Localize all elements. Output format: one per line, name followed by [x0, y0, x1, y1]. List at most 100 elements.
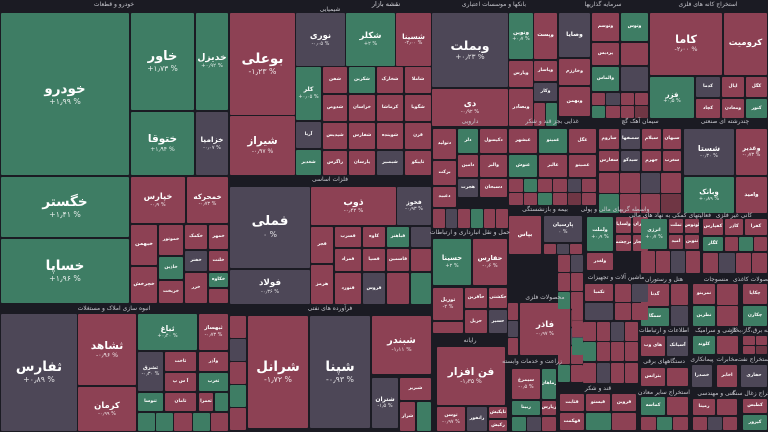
mini-stock-tile[interactable]: [661, 193, 681, 213]
stock-tile[interactable]: چکاپا: [743, 284, 767, 304]
stock-tile[interactable]: رانفور: [467, 407, 487, 431]
mini-stock-tile[interactable]: [693, 417, 707, 430]
stock-tile[interactable]: بوعلی -۱٫۲۳ %: [230, 13, 295, 115]
mini-stock-tile[interactable]: [544, 244, 556, 254]
mini-stock-tile[interactable]: [230, 339, 246, 361]
stock-tile[interactable]: شپنا -۰٫۹۳ %: [310, 316, 370, 428]
stock-tile[interactable]: کگل: [746, 77, 767, 97]
stock-tile[interactable]: شوینده: [377, 123, 403, 149]
stock-tile[interactable]: خکمک: [185, 225, 207, 249]
mini-stock-tile[interactable]: [671, 284, 688, 305]
stock-tile[interactable]: دلر: [458, 129, 478, 153]
mini-stock-tile[interactable]: [755, 345, 767, 354]
stock-tile[interactable]: ثاخت: [165, 352, 196, 371]
mini-stock-tile[interactable]: [411, 227, 431, 247]
stock-tile[interactable]: قیستو: [586, 394, 610, 411]
stock-tile[interactable]: غگل: [569, 129, 596, 153]
stock-tile[interactable]: وبملت +۰٫۲۳ %: [432, 13, 508, 87]
stock-tile[interactable]: بپاس: [509, 216, 541, 254]
stock-tile[interactable]: خاذین: [159, 257, 183, 279]
mini-stock-tile[interactable]: [553, 192, 567, 205]
stock-tile[interactable]: وبانک +۰٫۸۹ %: [684, 177, 734, 213]
stock-tile[interactable]: شیراز -۰٫۹۷ %: [230, 116, 295, 175]
stock-tile[interactable]: والبر: [480, 155, 507, 177]
stock-tile[interactable]: خصدرا: [692, 365, 712, 387]
stock-tile[interactable]: اپال: [722, 77, 744, 97]
stock-tile[interactable]: شبصیر: [377, 151, 403, 175]
stock-tile[interactable]: دامین: [458, 155, 478, 177]
stock-tile[interactable]: ختوقا +۱٫۹۴ %: [131, 112, 194, 175]
stock-tile[interactable]: خگستر +۱٫۴۱ %: [1, 177, 129, 237]
mini-stock-tile[interactable]: [558, 346, 570, 364]
mini-stock-tile[interactable]: [553, 179, 567, 192]
mini-stock-tile[interactable]: [597, 363, 610, 383]
mini-stock-tile[interactable]: [230, 362, 246, 384]
stock-tile[interactable]: توریل -۲ %: [433, 288, 463, 320]
mini-stock-tile[interactable]: [209, 289, 228, 303]
mini-stock-tile[interactable]: [230, 316, 246, 338]
stock-tile[interactable]: خموتور: [159, 225, 183, 255]
stock-tile[interactable]: شرانل -۱٫۷۲ %: [248, 316, 308, 428]
stock-tile[interactable]: حفاری: [741, 365, 767, 387]
mini-stock-tile[interactable]: [620, 106, 634, 118]
mini-stock-tile[interactable]: [599, 193, 619, 213]
stock-tile[interactable]: کلوند: [693, 336, 715, 354]
mini-stock-tile[interactable]: [567, 192, 582, 205]
stock-tile[interactable]: تکمبا: [585, 284, 613, 301]
stock-tile[interactable]: شخارک: [377, 67, 403, 93]
stock-tile[interactable]: کرمان -۰٫۹۹ %: [78, 387, 136, 431]
mini-stock-tile[interactable]: [606, 93, 620, 105]
stock-tile[interactable]: بترانس: [641, 368, 665, 386]
mini-stock-tile[interactable]: [717, 399, 737, 415]
mini-stock-tile[interactable]: [156, 413, 174, 431]
stock-tile[interactable]: غالبر: [539, 155, 567, 177]
mini-stock-tile[interactable]: [611, 322, 624, 341]
stock-tile[interactable]: والماس: [592, 67, 619, 91]
stock-tile[interactable]: غمینو: [539, 129, 567, 153]
stock-tile[interactable]: فجر: [311, 227, 333, 263]
mini-stock-tile[interactable]: [640, 173, 661, 193]
mini-stock-tile[interactable]: [174, 413, 192, 431]
stock-tile[interactable]: هجرت: [458, 179, 478, 197]
mini-stock-tile[interactable]: [572, 303, 583, 320]
mini-stock-tile[interactable]: [433, 322, 463, 333]
stock-tile[interactable]: غنوش: [509, 155, 537, 177]
mini-stock-tile[interactable]: [632, 284, 648, 302]
stock-tile[interactable]: امید: [669, 235, 683, 249]
stock-tile[interactable]: حفارس -۰٫۶ %: [473, 239, 507, 285]
mini-stock-tile[interactable]: [620, 93, 634, 105]
stock-tile[interactable]: دسبحان: [480, 179, 507, 197]
mini-stock-tile[interactable]: [509, 192, 523, 205]
stock-tile[interactable]: شستا -۰٫۳۰ %: [684, 129, 734, 175]
mini-stock-tile[interactable]: [708, 417, 722, 430]
mini-stock-tile[interactable]: [597, 342, 610, 361]
stock-tile[interactable]: ولساپا: [616, 217, 631, 233]
mini-stock-tile[interactable]: [619, 193, 640, 213]
stock-tile[interactable]: شکربن: [349, 67, 375, 93]
mini-stock-tile[interactable]: [592, 106, 606, 118]
stock-tile[interactable]: آسیاتک: [667, 336, 688, 356]
stock-tile[interactable]: وکار: [534, 83, 557, 101]
stock-tile[interactable]: وامید: [736, 177, 767, 213]
stock-tile[interactable]: شفارس: [349, 123, 375, 149]
mini-stock-tile[interactable]: [527, 417, 541, 431]
stock-tile[interactable]: کچاد: [696, 99, 720, 118]
stock-tile[interactable]: وبصادر: [509, 89, 533, 126]
stock-tile[interactable]: وصایا: [559, 13, 590, 57]
mini-stock-tile[interactable]: [625, 363, 638, 383]
mini-stock-tile[interactable]: [558, 255, 570, 273]
stock-tile[interactable]: ثفارس +۰٫۸۹ %: [1, 314, 77, 431]
stock-tile[interactable]: لوتوس: [685, 219, 699, 233]
stock-tile[interactable]: فن افزار -۱٫۳۵ %: [437, 347, 505, 405]
stock-tile[interactable]: وبهمن: [559, 87, 590, 116]
stock-tile[interactable]: توسن -۰٫۹۷ %: [437, 407, 465, 431]
stock-tile[interactable]: رمپنا: [693, 399, 715, 415]
mini-stock-tile[interactable]: [509, 179, 523, 192]
mini-stock-tile[interactable]: [546, 103, 557, 126]
stock-tile[interactable]: خمحرکه -۰٫۷۳ %: [187, 177, 228, 223]
mini-stock-tile[interactable]: [661, 173, 681, 193]
stock-tile[interactable]: کاما -۲٫۰۰ %: [650, 13, 722, 75]
stock-tile[interactable]: سرچشمه: [616, 235, 631, 251]
stock-tile[interactable]: کرومیت: [724, 13, 767, 75]
stock-tile[interactable]: کلر +۰٫۰۵ %: [296, 67, 321, 120]
